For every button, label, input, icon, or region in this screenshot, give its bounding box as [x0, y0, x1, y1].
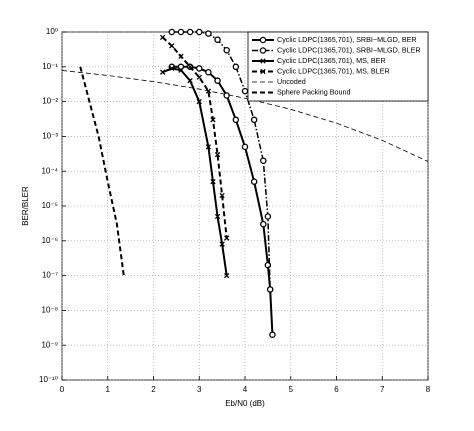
marker	[269, 331, 276, 338]
x-tick-label: 4	[243, 385, 248, 394]
y-tick-label: 10⁰	[46, 27, 58, 36]
marker	[195, 28, 203, 36]
series-line	[162, 67, 228, 276]
y-tick-label: 10⁻⁴	[41, 166, 58, 175]
y-tick-label: 10⁻¹⁰	[39, 375, 58, 384]
series-line	[61, 70, 429, 162]
x-tick-label: 2	[151, 385, 156, 394]
y-tick-label: 10⁻⁷	[42, 271, 58, 280]
marker	[187, 77, 193, 84]
marker	[196, 98, 202, 105]
marker	[224, 235, 230, 241]
x-axis-label: Eb/N0 (dB)	[225, 399, 265, 408]
marker	[214, 151, 221, 158]
marker	[214, 36, 221, 43]
marker	[214, 77, 221, 84]
marker	[177, 28, 185, 36]
marker	[205, 144, 212, 150]
legend-box	[247, 31, 429, 102]
legend-marker	[260, 68, 266, 75]
legend-marker	[259, 36, 267, 44]
marker	[169, 65, 175, 72]
y-tick-label: 10⁻¹	[42, 62, 58, 71]
marker	[223, 92, 230, 99]
marker	[224, 272, 230, 279]
legend-label: Cyclic LDPC(1365,701), SRBI−MLGD, BLER	[277, 45, 421, 54]
legend-marker	[260, 58, 266, 64]
marker	[178, 67, 184, 73]
y-tick-label: 10⁻²	[42, 97, 58, 106]
marker	[219, 241, 225, 247]
legend-marker	[259, 47, 267, 54]
legend-label: Cyclic LDPC(1365,701), SRBI−MLGD, BER	[277, 35, 417, 44]
series-line	[161, 36, 228, 239]
marker	[214, 213, 221, 220]
marker	[260, 220, 267, 228]
marker	[205, 68, 212, 76]
marker	[195, 65, 203, 72]
marker	[250, 116, 258, 124]
x-tick-label: 7	[380, 385, 385, 394]
marker	[210, 179, 216, 185]
marker	[168, 28, 176, 36]
marker	[264, 213, 272, 220]
y-tick-label: 10⁻⁸	[42, 306, 59, 315]
x-tick-label: 0	[60, 385, 65, 394]
marker	[187, 64, 193, 70]
marker	[219, 192, 225, 199]
x-tick-label: 5	[289, 385, 294, 394]
marker	[241, 87, 249, 95]
x-tick-label: 6	[334, 385, 339, 394]
series-line	[79, 66, 125, 276]
marker	[232, 63, 240, 71]
x-tick-label: 8	[426, 385, 431, 394]
y-tick-label: 10⁻⁶	[42, 236, 58, 245]
marker	[241, 143, 249, 151]
legend-label: Cyclic LDPC(1365,701), MS, BER	[277, 56, 386, 65]
y-axis-label: BER/BLER	[21, 186, 30, 226]
marker	[186, 28, 194, 36]
y-tick-label: 10⁻⁵	[42, 201, 58, 210]
marker	[232, 116, 240, 124]
x-tick-label: 1	[106, 385, 111, 394]
y-tick-label: 10⁻³	[42, 132, 58, 141]
y-tick-label: 10⁻⁹	[41, 340, 58, 349]
marker	[210, 117, 216, 123]
series-line	[171, 65, 274, 335]
marker	[266, 286, 274, 293]
marker	[250, 178, 258, 185]
marker	[196, 74, 202, 80]
legend-label: Sphere Packing Bound	[277, 87, 351, 96]
marker	[205, 30, 212, 37]
marker	[178, 53, 184, 59]
x-tick-label: 3	[197, 385, 202, 394]
marker	[223, 46, 230, 54]
legend-label: Uncoded	[277, 77, 306, 86]
marker	[159, 34, 166, 41]
legend-label: Cyclic LDPC(1365,701), MS, BLER	[277, 66, 390, 75]
marker	[260, 157, 267, 164]
marker	[169, 43, 175, 49]
marker	[159, 69, 166, 75]
